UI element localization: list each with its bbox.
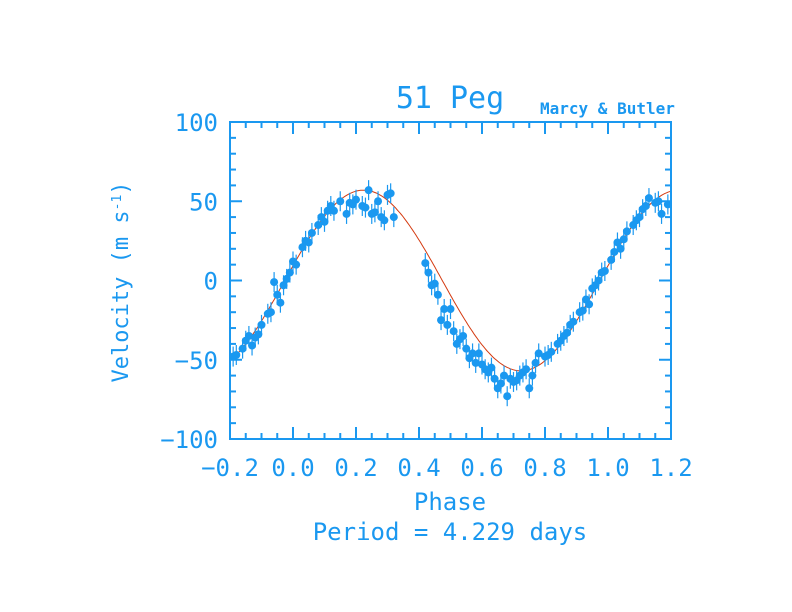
data-point <box>528 371 537 380</box>
data-point <box>304 238 313 247</box>
data-point <box>314 221 323 230</box>
data-point <box>616 244 625 253</box>
data-point <box>352 195 360 204</box>
data-point <box>496 379 505 388</box>
data-point <box>657 209 666 218</box>
data-point <box>421 259 430 268</box>
y-tick-label: 100 <box>175 109 218 137</box>
data-point <box>547 347 556 356</box>
data-point <box>298 243 307 252</box>
y-tick-label: 0 <box>204 268 218 296</box>
data-point <box>443 320 452 329</box>
chart-title: 51 Peg <box>396 81 504 116</box>
data-point <box>273 290 282 299</box>
data-point <box>282 274 291 283</box>
data-point <box>364 186 373 195</box>
data-point <box>266 308 275 317</box>
data-point <box>307 228 316 237</box>
data-point <box>610 247 619 256</box>
data-point <box>619 235 628 244</box>
data-point <box>474 349 483 358</box>
chart-footer: Period = 4.229 days <box>313 518 588 546</box>
x-tick-label: 0.4 <box>397 454 440 482</box>
x-axis-label: Phase <box>414 488 486 516</box>
x-tick-label: 0.6 <box>460 454 503 482</box>
data-point <box>585 300 594 309</box>
data-point <box>244 331 253 340</box>
x-tick-label: 0.2 <box>334 454 377 482</box>
data-point <box>525 384 534 393</box>
data-point <box>563 328 572 337</box>
y-axis-label-exponent: -1 <box>110 195 125 211</box>
data-point <box>380 216 389 225</box>
data-point <box>446 305 455 314</box>
data-point <box>635 213 644 222</box>
data-point <box>389 213 398 222</box>
data-point <box>462 344 471 353</box>
y-axis-label-close: ) <box>109 181 134 194</box>
data-point <box>449 327 458 336</box>
x-tick-label: 1.2 <box>649 454 692 482</box>
data-point <box>433 290 442 299</box>
data-point <box>487 363 496 372</box>
data-point <box>254 330 263 339</box>
chart-credit: Marcy & Butler <box>540 99 675 118</box>
data-point <box>374 197 383 206</box>
data-point <box>336 197 345 206</box>
data-point <box>500 371 509 380</box>
data-point <box>531 358 540 367</box>
data-point <box>430 279 439 288</box>
data-point <box>522 365 531 374</box>
y-axis-label: Velocity (m s-1) <box>109 181 134 382</box>
data-point <box>342 209 351 218</box>
data-point <box>644 194 653 203</box>
data-point <box>459 331 468 340</box>
data-point <box>437 316 446 325</box>
x-tick-label: 0.8 <box>523 454 566 482</box>
y-tick-label: 50 <box>189 188 218 216</box>
data-point <box>641 202 650 211</box>
data-point <box>248 341 257 350</box>
data-point <box>622 227 631 236</box>
data-point <box>594 276 603 285</box>
data-point <box>361 203 370 212</box>
data-point <box>600 266 609 275</box>
data-point <box>569 317 578 326</box>
data-point <box>471 358 480 367</box>
data-point <box>276 298 285 307</box>
data-point <box>370 208 379 217</box>
data-point <box>490 374 499 383</box>
data-point <box>440 305 449 314</box>
x-tick-label: 0.0 <box>271 454 314 482</box>
x-tick-label: −0.2 <box>201 454 259 482</box>
data-point <box>534 349 543 358</box>
data-point <box>663 200 672 209</box>
data-point <box>424 268 433 277</box>
data-point <box>654 197 663 206</box>
data-point <box>468 349 477 358</box>
data-point <box>386 189 395 198</box>
data-point <box>232 350 241 359</box>
y-tick-label: −100 <box>160 426 218 454</box>
data-point <box>320 217 329 226</box>
data-point <box>257 320 266 329</box>
plot-area: −0.2 0.0 0.2 0.4 0.6 0.8 1.0 1.2 100 50 0 −50 −100 <box>160 109 692 482</box>
x-tick-label: 1.0 <box>586 454 629 482</box>
data-point <box>607 255 616 264</box>
data-point <box>285 268 294 277</box>
data-point <box>270 278 279 287</box>
data-point <box>238 344 247 353</box>
data-point <box>613 238 622 247</box>
data-point <box>578 306 587 315</box>
y-axis-label-main: Velocity (m s <box>109 210 134 382</box>
data-point <box>329 206 338 215</box>
y-tick-label: −50 <box>175 347 218 375</box>
data-point <box>279 281 288 290</box>
data-point <box>292 260 301 269</box>
data-point <box>503 392 512 401</box>
